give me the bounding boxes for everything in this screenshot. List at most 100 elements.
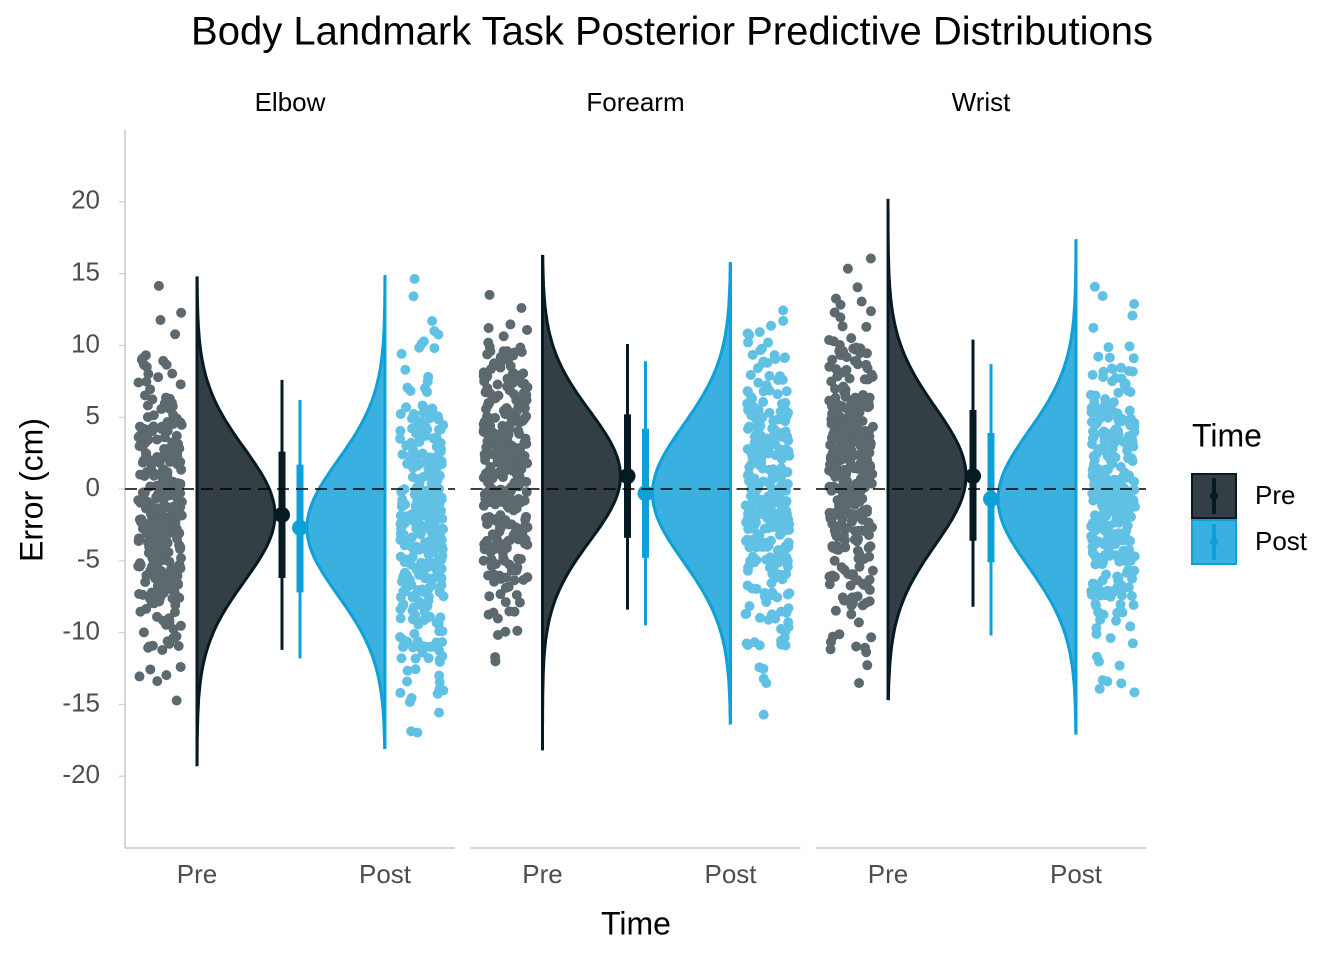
jitter-point (402, 581, 413, 592)
jitter-point (402, 636, 413, 647)
jitter-point (846, 333, 857, 344)
median-point (637, 485, 654, 502)
jitter-point (741, 608, 752, 619)
density (305, 274, 387, 750)
jitter-point (490, 656, 501, 667)
jitter-point (490, 412, 501, 423)
jitter-point (781, 569, 792, 580)
jitter-point (515, 342, 526, 353)
jitter-point (861, 348, 872, 359)
jitter-point (1110, 539, 1121, 550)
jitter-point (490, 514, 501, 525)
jitter-point (176, 307, 187, 318)
jitter-point (780, 430, 791, 441)
jitter-point (406, 541, 417, 552)
chart-title: Body Landmark Task Posterior Predictive … (191, 10, 1153, 54)
jitter-point (851, 342, 862, 353)
jitter-point (500, 443, 511, 454)
jitter-point (507, 370, 518, 381)
y-tick-label: 5 (86, 400, 100, 430)
jitter-point (754, 327, 765, 338)
jitter-point (417, 400, 428, 411)
jitter-point (835, 312, 846, 323)
jitter-point (412, 460, 423, 471)
jitter-point (1088, 460, 1099, 471)
jitter-point (134, 441, 145, 452)
jitter-point (423, 591, 434, 602)
jitter-point (854, 549, 865, 560)
jitter-point (826, 418, 837, 429)
jitter-point (484, 289, 495, 300)
jitter-point (487, 570, 498, 581)
jitter-point (750, 513, 761, 524)
jitter-point (175, 544, 186, 555)
jitter-point (432, 411, 443, 422)
jitter-point (170, 329, 181, 340)
jitter-point (436, 541, 447, 552)
jitter-point (417, 498, 428, 509)
jitter-point (175, 379, 186, 390)
jitter-point (1099, 478, 1110, 489)
jitter-point (141, 376, 152, 387)
jitter-point (486, 561, 497, 572)
jitter-point (169, 607, 180, 618)
jitter-point (758, 476, 769, 487)
jitter-point (858, 468, 869, 479)
jitter-point (839, 595, 850, 606)
jitter-point (407, 413, 418, 424)
jitter-point (144, 641, 155, 652)
jitter-point (833, 544, 844, 555)
jitter-point (1119, 490, 1130, 501)
jitter-point (838, 381, 849, 392)
jitter-point (141, 570, 152, 581)
jitter-point (140, 350, 151, 361)
jitter-point (754, 662, 765, 673)
jitter-point (754, 612, 765, 623)
jitter-point (161, 670, 172, 681)
jitter-point (519, 495, 530, 506)
jitter-point (143, 547, 154, 558)
jitter-point (829, 555, 840, 566)
jitter-point (749, 431, 760, 442)
jitter-point (434, 670, 445, 681)
jitter-point (846, 415, 857, 426)
point-cloud (740, 305, 795, 720)
jitter-point (744, 330, 755, 341)
jitter-point (501, 431, 512, 442)
jitter-point (151, 554, 162, 565)
jitter-point (842, 263, 853, 274)
jitter-point (1114, 556, 1125, 567)
jitter-point (427, 316, 438, 327)
jitter-point (766, 578, 777, 589)
jitter-point (1091, 623, 1102, 634)
x-tick-label: Pre (177, 859, 217, 889)
jitter-point (162, 502, 173, 513)
jitter-point (491, 444, 502, 455)
jitter-point (1097, 291, 1108, 302)
jitter-point (140, 448, 151, 459)
jitter-point (395, 613, 406, 624)
jitter-point (157, 645, 168, 656)
jitter-point (761, 380, 772, 391)
jitter-point (835, 510, 846, 521)
jitter-point (1113, 387, 1124, 398)
jitter-point (503, 519, 514, 530)
jitter-point (1127, 566, 1138, 577)
jitter-point (1129, 298, 1140, 309)
jitter-point (1093, 656, 1104, 667)
jitter-point (778, 315, 789, 326)
jitter-point (518, 574, 529, 585)
jitter-point (861, 597, 872, 608)
jitter-point (767, 423, 778, 434)
jitter-point (743, 505, 754, 516)
jitter-point (837, 321, 848, 332)
y-tick-label: 10 (71, 328, 100, 358)
jitter-point (1097, 559, 1108, 570)
jitter-point (1099, 519, 1110, 530)
jitter-point (747, 349, 758, 360)
facet-label: Wrist (952, 87, 1012, 117)
jitter-point (844, 373, 855, 384)
jitter-point (1129, 551, 1140, 562)
jitter-point (1087, 369, 1098, 380)
jitter-point (399, 557, 410, 568)
